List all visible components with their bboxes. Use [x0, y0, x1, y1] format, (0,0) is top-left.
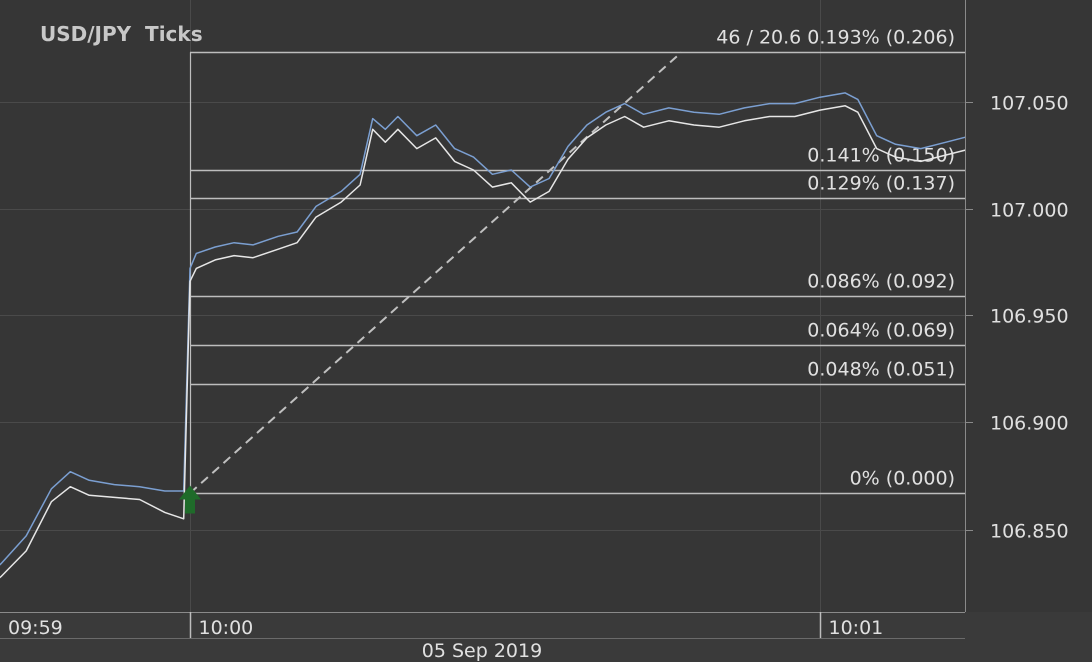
- fib-level-label-5: 0.048% (0.051): [807, 359, 955, 381]
- price-tick-label-2: 106.950: [990, 306, 1069, 328]
- price-tick-label-0: 106.850: [990, 521, 1069, 543]
- date-label: 05 Sep 2019: [422, 640, 542, 662]
- fib-level-label-3: 0.086% (0.092): [807, 271, 955, 293]
- time-tick-label-1: 10:00: [199, 617, 254, 639]
- price-tick-label-3: 107.000: [990, 200, 1069, 222]
- price-tick-label-4: 107.050: [990, 93, 1069, 115]
- fib-level-label-2: 0.129% (0.137): [807, 173, 955, 195]
- fib-level-label-0: 46 / 20.6 0.193% (0.206): [716, 27, 955, 49]
- fib-level-label-1: 0.141% (0.150): [807, 145, 955, 167]
- time-tick-label-2: 10:01: [829, 617, 884, 639]
- price-tick-label-1: 106.900: [990, 413, 1069, 435]
- fib-level-label-4: 0.064% (0.069): [807, 320, 955, 342]
- fib-level-label-6: 0% (0.000): [850, 468, 955, 490]
- chart-title: USD/JPY Ticks: [40, 22, 203, 46]
- time-axis-panel[interactable]: [0, 612, 1092, 662]
- time-tick-label-0: 09:59: [8, 617, 63, 639]
